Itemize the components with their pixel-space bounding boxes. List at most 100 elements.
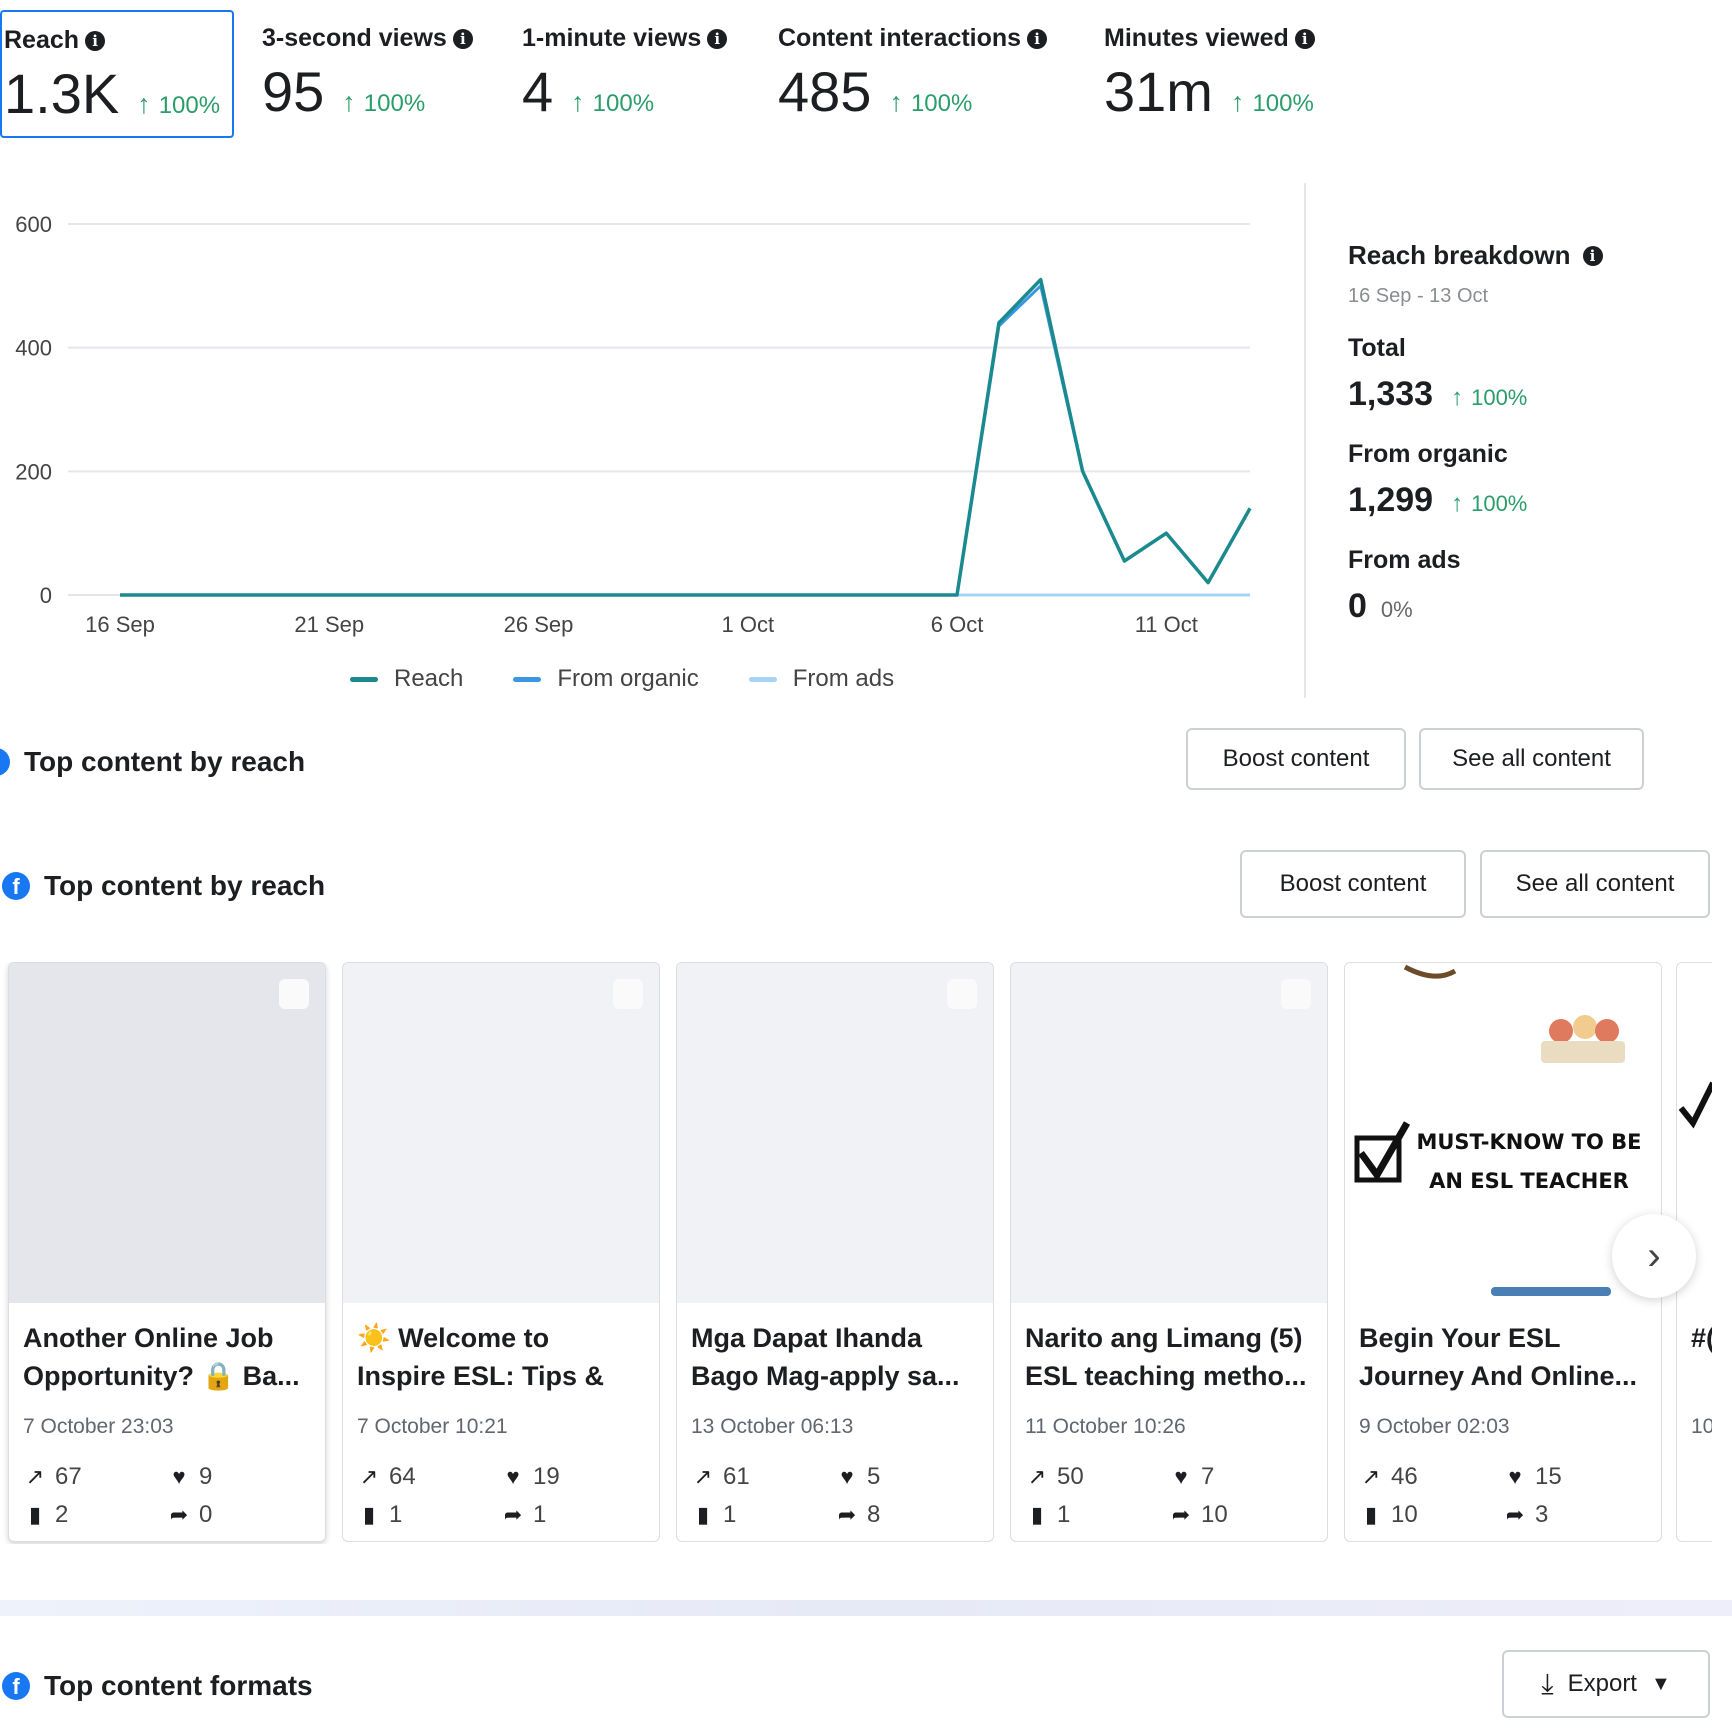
metric-change: 100% (592, 90, 655, 117)
arrow-up-icon: ↑ (1451, 490, 1464, 517)
series-line-from-organic (120, 284, 1252, 597)
card-thumbnail (343, 963, 659, 1303)
like-count: 5 (867, 1463, 881, 1490)
metrics-row: Reach i 1.3K ↑ 100% 3-second views i 95 ↑ 100%… (0, 10, 1400, 140)
boost-content-button[interactable]: Boost content (1240, 850, 1466, 918)
card-stats: ↗ 61 ♥ 5 ▮ 1 ➦ 8 (691, 1463, 979, 1529)
legend-label: From organic (557, 665, 699, 692)
ad-badge (947, 979, 977, 1009)
comment-icon: ▮ (696, 1502, 710, 1527)
metric-1-minute-views[interactable]: 1-minute views i 4 ↑ 100% (522, 10, 742, 138)
metric-label: 1-minute views (522, 24, 702, 52)
metric-reach[interactable]: Reach i 1.3K ↑ 100% (0, 10, 234, 138)
trend-icon: ↗ (1027, 1464, 1047, 1489)
info-icon[interactable]: i (85, 30, 106, 51)
share-count: 8 (867, 1501, 881, 1528)
metric-3-second-views[interactable]: 3-second views i 95 ↑ 100% (262, 10, 482, 138)
see-all-content-button[interactable]: See all content (1419, 728, 1644, 790)
comment-count: 10 (1391, 1501, 1418, 1528)
legend-item-reach[interactable]: Reach (350, 665, 463, 693)
metric-minutes-viewed[interactable]: Minutes viewed i 31m ↑ 100% (1104, 10, 1344, 138)
breakdown-total: Total 1,333 ↑ 100% (1348, 334, 1718, 414)
comment-count: 1 (389, 1501, 403, 1528)
content-card[interactable]: Mga Dapat Ihanda Bago Mag-apply sa... 13… (676, 962, 994, 1542)
info-icon[interactable]: i (1294, 28, 1315, 49)
info-icon[interactable]: i (707, 28, 728, 49)
metric-content-interactions[interactable]: Content interactions i 485 ↑ 100% (778, 10, 1068, 138)
ad-badge (1281, 979, 1311, 1009)
reach-chart[interactable]: 0 200 400 600 16 Sep 21 Sep 26 Sep 1 Oct 6 Oct 11… (0, 160, 1280, 720)
breakdown-change: 100% (1471, 491, 1528, 516)
section-divider (0, 1600, 1732, 1616)
reach-breakdown: Reach breakdown i 16 Sep - 13 Oct Total 1… (1348, 240, 1718, 626)
heart-icon: ♥ (1508, 1464, 1522, 1489)
facebook-icon: f (2, 872, 30, 900)
like-count: 7 (1201, 1463, 1215, 1490)
legend-item-organic[interactable]: From organic (513, 665, 699, 693)
info-icon[interactable]: i (1027, 28, 1048, 49)
card-date: 7 October 23:03 (23, 1415, 174, 1438)
breakdown-change: 0% (1380, 597, 1413, 622)
x-tick-label: 21 Sep (294, 612, 364, 637)
share-icon: ➦ (1505, 1502, 1525, 1527)
card-title: #( #( (1691, 1323, 1712, 1353)
y-tick-label: 400 (15, 336, 52, 361)
vertical-divider (1304, 183, 1306, 698)
metric-value: 31m (1104, 60, 1213, 123)
image-text-line: MUST-KNOW TO BE (1416, 1130, 1641, 1154)
metric-change: 100% (363, 90, 426, 117)
card-thumbnail (1011, 963, 1327, 1303)
section-title: Top content formats (44, 1670, 313, 1701)
info-icon[interactable]: i (452, 28, 473, 49)
content-card[interactable]: MUST-KNOW TO BE AN ESL TEACHER Begin You… (1344, 962, 1662, 1542)
legend-swatch (350, 676, 378, 682)
breakdown-value: 0 (1348, 587, 1367, 625)
breakdown-title: Reach breakdown (1348, 240, 1571, 270)
heart-icon: ♥ (172, 1464, 186, 1489)
heart-icon: ♥ (506, 1464, 520, 1489)
arrow-up-icon: ↑ (571, 87, 585, 117)
legend-item-ads[interactable]: From ads (748, 665, 894, 693)
card-thumbnail (9, 963, 325, 1303)
content-card[interactable]: Narito ang Limang (5) ESL teaching metho… (1010, 962, 1328, 1542)
see-all-content-button[interactable]: See all content (1480, 850, 1710, 918)
metric-value: 1.3K (4, 62, 120, 125)
metric-value: 95 (262, 60, 325, 123)
reach-count: 64 (389, 1463, 416, 1490)
card-date: 7 October 10:21 (357, 1415, 508, 1438)
comment-icon: ▮ (28, 1502, 42, 1527)
metric-change: 100% (1252, 90, 1314, 117)
like-count: 19 (533, 1463, 560, 1490)
content-card[interactable]: ☀️ Welcome to Inspire ESL: Tips & Tricks… (342, 962, 660, 1542)
breakdown-ads: From ads 0 0% (1348, 546, 1718, 626)
breakdown-organic: From organic 1,299 ↑ 100% (1348, 440, 1718, 520)
y-tick-label: 0 (40, 583, 52, 608)
card-stats: ↗ 46 ♥ 15 ▮ 10 ➦ 3 (1359, 1463, 1647, 1529)
reach-count: 67 (55, 1463, 82, 1490)
share-count: 10 (1201, 1501, 1228, 1528)
boost-content-button[interactable]: Boost content (1186, 728, 1406, 790)
metric-label: 3-second views (262, 24, 447, 52)
chart-svg: 0 200 400 600 16 Sep 21 Sep 26 Sep 1 Oct 6 Oct 11… (15, 212, 1252, 637)
x-tick-label: 6 Oct (931, 612, 984, 637)
export-button[interactable]: ⤓ Export ▼ (1502, 1650, 1710, 1718)
section-title: Top content by reach (44, 870, 326, 901)
y-tick-label: 200 (15, 459, 52, 484)
comment-count: 1 (723, 1501, 737, 1528)
arrow-up-icon: ↑ (137, 89, 151, 119)
x-tick-label: 1 Oct (721, 612, 774, 637)
trend-icon: ↗ (359, 1464, 379, 1489)
caret-down-icon: ▼ (1650, 1672, 1671, 1695)
info-icon[interactable]: i (1582, 245, 1603, 266)
share-count: 3 (1535, 1501, 1549, 1528)
breakdown-change: 100% (1471, 385, 1528, 410)
arrow-up-icon: ↑ (1230, 87, 1245, 117)
content-card[interactable]: Another Online Job Opportunity? 🔒 Ba... … (8, 962, 326, 1542)
image-text-line: AN ESL TEACHER (1429, 1169, 1629, 1193)
comment-icon: ▮ (1030, 1502, 1044, 1527)
legend-label: Reach (394, 665, 464, 692)
chevron-right-icon[interactable]: › (1612, 1214, 1696, 1298)
heart-icon: ♥ (840, 1464, 854, 1489)
share-count: 1 (533, 1501, 547, 1528)
card-date: 9 October 02:03 (1359, 1415, 1510, 1438)
